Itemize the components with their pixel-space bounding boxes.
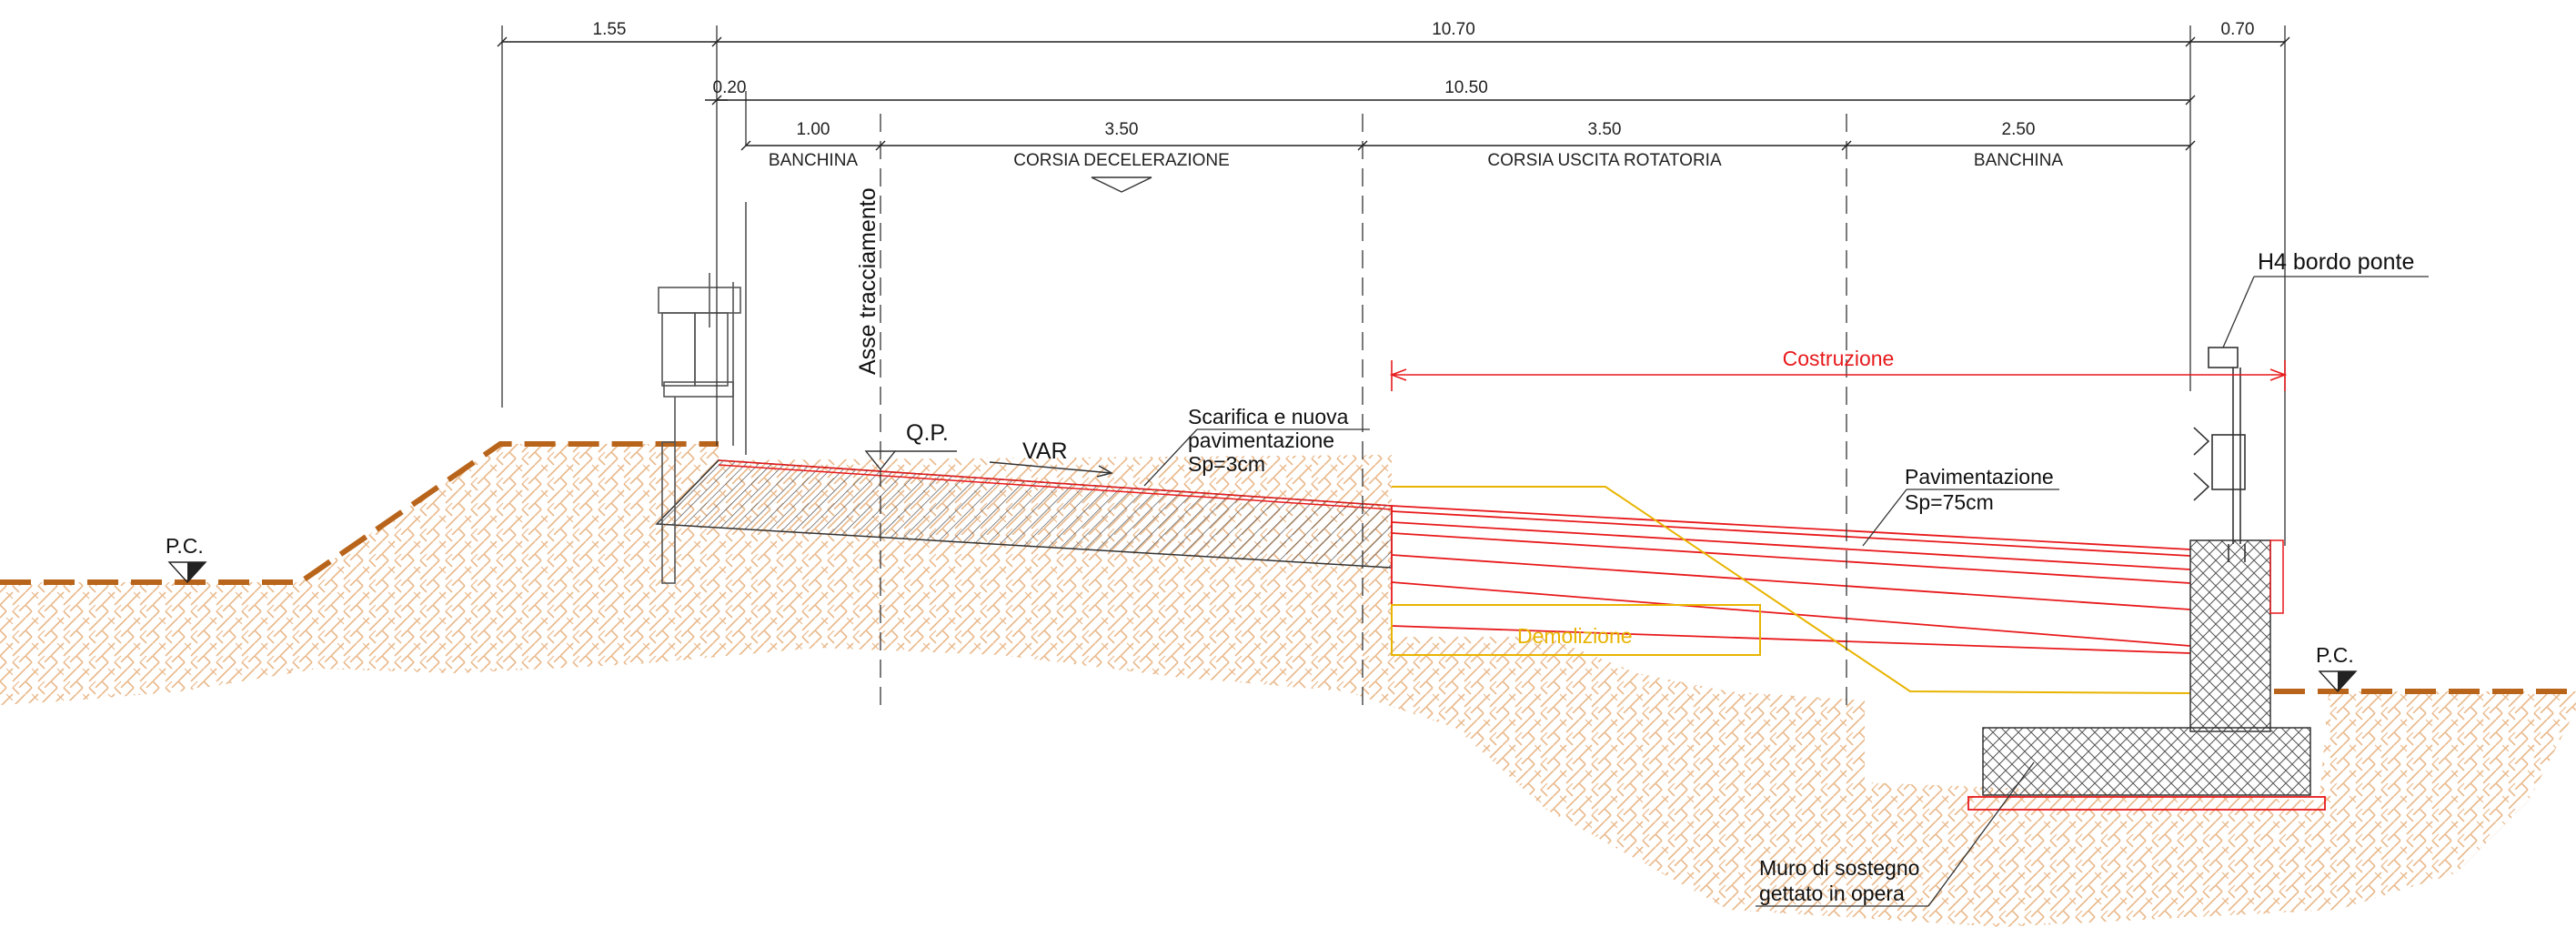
left-barrier [658, 202, 747, 584]
pavimentazione-label-line2: Sp=75cm [1905, 490, 1994, 514]
var-label: VAR [1022, 438, 1068, 464]
costruzione-label: Costruzione [1783, 347, 1895, 370]
demolition-outline [1391, 486, 2191, 694]
scarifica-leader [1143, 428, 1370, 487]
qp-marker [864, 450, 957, 471]
retaining-wall [1967, 539, 2326, 811]
soil-mass [0, 444, 2576, 927]
muro-leader [1756, 761, 2035, 907]
h4-barrier [2193, 347, 2246, 562]
scarifica-label-line1: Scarifica e nuova [1188, 405, 1349, 428]
costruzione-dimension [1389, 360, 2288, 391]
pc-label-right: P.C. [2316, 643, 2354, 667]
dim-second-left: 0.20 [713, 78, 747, 97]
dim-top-total: 10.70 [1432, 20, 1475, 39]
var-arrow [989, 461, 1113, 478]
pavimentazione-label-line1: Pavimentazione [1905, 465, 2054, 489]
dim-banchina-right: 2.50 [2002, 120, 2036, 139]
dim-corsia-dec: 3.50 [1105, 120, 1139, 139]
dimension-lines [497, 36, 2290, 151]
pc-marker-left [167, 561, 207, 584]
scarifica-label-line2: pavimentazione [1188, 428, 1334, 452]
qp-label: Q.P. [906, 420, 949, 446]
zone-banchina-right: BANCHINA [1974, 151, 2064, 170]
zone-corsia-dec: CORSIA DECELERAZIONE [1013, 151, 1230, 170]
axis-label: Asse tracciamento [855, 187, 880, 375]
vertical-guides [501, 25, 2286, 710]
demolition-label: Demolizione [1517, 624, 1633, 648]
dim-corsia-uscita: 3.50 [1588, 120, 1622, 139]
zone-corsia-uscita: CORSIA USCITA ROTATORIA [1487, 151, 1722, 170]
dim-top-left: 1.55 [593, 20, 627, 39]
zone-banchina-left: BANCHINA [769, 151, 859, 170]
h4-leader [2222, 276, 2429, 348]
dim-banchina-left: 1.00 [797, 120, 830, 139]
muro-label-line2: gettato in opera [1759, 882, 1905, 905]
pc-marker-right [2318, 670, 2358, 693]
pc-label-left: P.C. [166, 534, 204, 558]
new-pavement-layers [1391, 505, 2191, 654]
crown-marker-icon [1091, 176, 1152, 193]
scarifica-label-line3: Sp=3cm [1188, 452, 1265, 476]
h4-label: H4 bordo ponte [2258, 249, 2414, 275]
dim-second-total: 10.50 [1444, 78, 1488, 97]
pavimentazione-leader [1862, 489, 2059, 547]
muro-label-line1: Muro di sostegno [1759, 856, 1919, 880]
ground-line [0, 441, 2576, 694]
dim-top-right: 0.70 [2221, 20, 2255, 39]
